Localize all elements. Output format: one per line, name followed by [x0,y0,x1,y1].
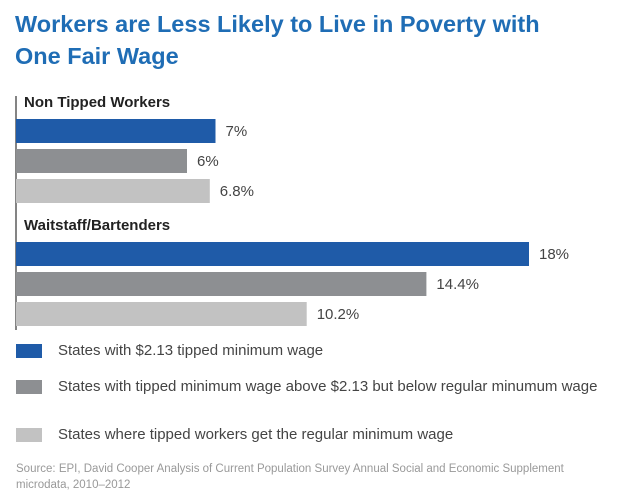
legend-swatch [16,428,42,442]
legend-label: States with $2.13 tipped minimum wage [58,342,324,359]
bar [16,272,427,296]
value-label: 6.8% [220,183,254,200]
legend-item: States with $2.13 tipped minimum wage [16,342,613,360]
bar [16,119,216,143]
legend-item: States with tipped minimum wage above $2… [16,378,613,396]
value-label: 7% [226,123,248,140]
legend-swatch [16,380,42,394]
value-label: 14.4% [436,276,479,293]
bar [16,242,529,266]
bar [16,302,307,326]
chart: Non Tipped Workers 7% 6%6.8% Waitstaff/Bart… [15,94,569,330]
legend-swatch [16,344,42,358]
legend-item: States where tipped workers get the regu… [16,426,613,444]
category-label: Waitstaff/Bartenders [24,217,170,234]
category-label: Non Tipped Workers [24,94,170,111]
bar [16,149,187,173]
legend-label: States where tipped workers get the regu… [58,426,454,443]
bar [16,179,210,203]
value-label: 6% [197,153,219,170]
source-note: Source: EPI, David Cooper Analysis of Cu… [16,463,564,491]
value-label: 18% [539,246,569,263]
legend-label: States with tipped minimum wage above $2… [58,378,598,395]
chart-title: Workers are Less Likely to Live in Pover… [15,11,540,69]
value-label: 10.2% [317,306,360,323]
